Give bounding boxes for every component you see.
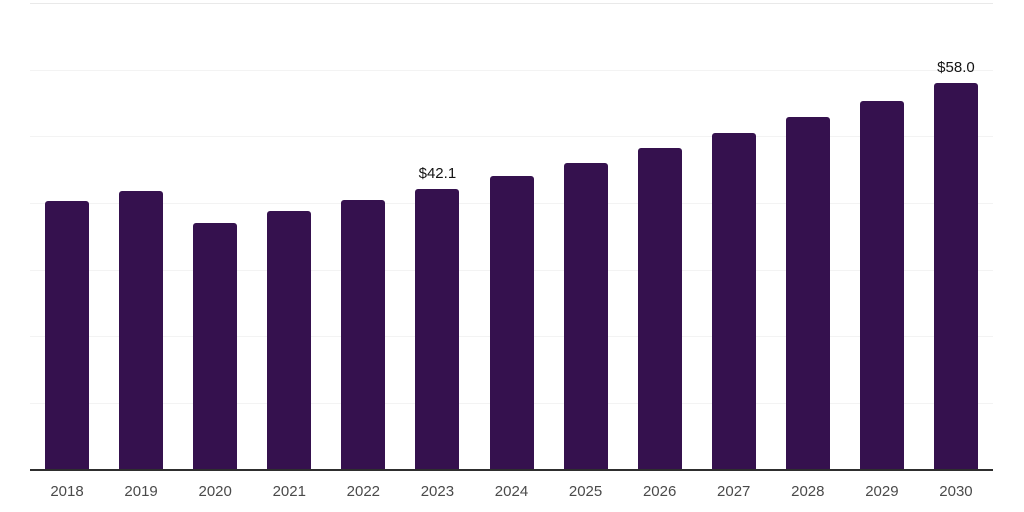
bar-2018	[45, 201, 90, 470]
gridline	[30, 136, 993, 138]
bar-2025	[563, 162, 608, 470]
gridline	[30, 69, 993, 71]
bar-2027	[711, 132, 756, 470]
bar-2030	[933, 83, 978, 470]
bar-2026	[637, 148, 682, 470]
gridline	[30, 2, 993, 4]
x-axis-label-2024: 2024	[494, 483, 529, 500]
x-axis-label-2029: 2029	[865, 483, 899, 500]
x-axis-label-2028: 2028	[791, 483, 825, 500]
bar-2020	[193, 222, 238, 470]
x-axis-label-2018: 2018	[50, 483, 84, 500]
bar-2023	[415, 189, 460, 470]
bar-2022	[341, 200, 386, 470]
x-axis-line	[30, 469, 993, 471]
x-axis-label-2021: 2021	[272, 483, 306, 500]
x-axis-label-2023: 2023	[420, 483, 455, 500]
bar-2021	[267, 210, 312, 470]
bar-value-label-2023: $42.1	[418, 165, 457, 183]
bar-2024	[489, 176, 534, 470]
x-axis-label-2030: 2030	[939, 483, 973, 500]
x-axis-label-2027: 2027	[717, 483, 751, 500]
bar-2028	[785, 117, 830, 470]
x-axis-label-2025: 2025	[568, 483, 603, 500]
x-axis-label-2026: 2026	[642, 483, 677, 500]
bar-2019	[119, 190, 164, 470]
x-axis-label-2022: 2022	[346, 483, 381, 500]
bar-value-label-2030: $58.0	[937, 59, 975, 77]
bar-2029	[859, 100, 904, 470]
x-axis-label-2020: 2020	[198, 483, 232, 500]
x-axis-label-2019: 2019	[124, 483, 158, 500]
